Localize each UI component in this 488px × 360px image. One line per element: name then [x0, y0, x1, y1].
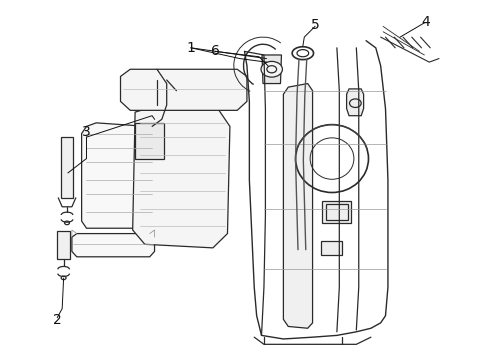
Polygon shape: [81, 123, 152, 228]
Text: 6: 6: [210, 44, 219, 58]
Text: 2: 2: [53, 313, 61, 327]
Polygon shape: [132, 105, 229, 248]
Polygon shape: [346, 89, 363, 116]
Polygon shape: [320, 241, 341, 255]
Polygon shape: [61, 137, 73, 198]
Text: 1: 1: [186, 41, 195, 55]
Polygon shape: [120, 69, 246, 111]
Text: 3: 3: [82, 125, 91, 139]
Polygon shape: [135, 123, 164, 158]
Polygon shape: [322, 202, 351, 223]
Polygon shape: [57, 231, 70, 259]
Polygon shape: [283, 84, 312, 328]
Polygon shape: [72, 234, 154, 257]
Polygon shape: [262, 55, 281, 84]
Text: 5: 5: [310, 18, 319, 32]
Text: 4: 4: [420, 15, 429, 29]
Polygon shape: [152, 173, 166, 194]
Circle shape: [261, 62, 282, 77]
